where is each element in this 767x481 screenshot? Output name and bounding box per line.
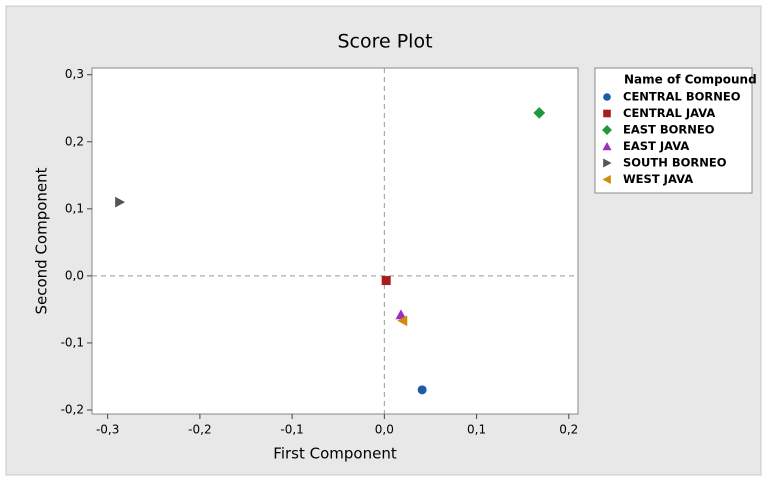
legend-label: CENTRAL BORNEO: [623, 90, 741, 104]
plot-area: [91, 67, 579, 415]
x-tick-label: -0,2: [188, 423, 211, 437]
legend-box: [594, 67, 753, 194]
point: [533, 107, 546, 119]
x-tick-label: -0,3: [96, 423, 119, 437]
legend-label: CENTRAL JAVA: [623, 106, 715, 120]
legend-marker: [602, 125, 612, 135]
x-tick-label: 0,1: [467, 423, 486, 437]
x-tick-label: 0,0: [375, 423, 394, 437]
x-axis-label: First Component: [273, 445, 397, 463]
legend-marker: [602, 141, 612, 151]
legend-label: EAST BORNEO: [623, 123, 715, 137]
x-tick-label: 0,2: [559, 423, 578, 437]
point: [395, 309, 407, 320]
point: [397, 315, 408, 327]
legend-marker: [603, 109, 611, 118]
y-tick-label: 0,3: [65, 67, 84, 81]
y-tick-label: 0,1: [65, 201, 84, 215]
legend-marker: [603, 158, 612, 168]
legend-marker: [603, 93, 611, 101]
legend-marker: [602, 174, 611, 185]
y-tick-label: -0,1: [61, 335, 84, 349]
y-axis-label: Second Component: [33, 167, 51, 314]
point: [115, 196, 126, 208]
y-tick-label: -0,2: [61, 402, 84, 416]
legend-label: WEST JAVA: [623, 172, 693, 186]
y-tick-label: 0,2: [65, 134, 84, 148]
x-tick-label: -0,1: [280, 423, 303, 437]
y-tick-label: 0,0: [65, 268, 84, 282]
legend-title: Name of Compound: [624, 73, 757, 87]
legend-label: SOUTH BORNEO: [623, 156, 727, 170]
legend-label: EAST JAVA: [623, 139, 689, 153]
chart-title: Score Plot: [337, 31, 432, 53]
point: [381, 276, 391, 286]
point: [417, 385, 427, 395]
